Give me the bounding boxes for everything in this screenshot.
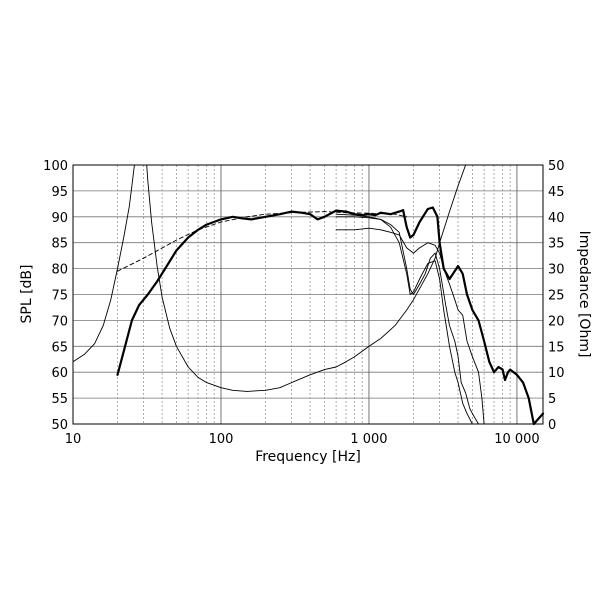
y-right-tick-label: 50 <box>548 159 565 174</box>
y-left-tick-label: 95 <box>51 185 68 200</box>
series-line-1 <box>116 206 545 426</box>
y-left-tick-label: 60 <box>51 366 68 381</box>
y-axis-right-title: Impedance [Ohm] <box>576 231 592 358</box>
series-line-6 <box>72 164 467 392</box>
x-tick-label: 10 <box>65 432 82 447</box>
series-group <box>72 164 545 426</box>
series-line-5 <box>335 213 473 425</box>
series-line-4 <box>335 216 479 425</box>
y-right-tick-label: 25 <box>548 289 565 304</box>
y-right-tick-label: 15 <box>548 340 565 355</box>
plot-frame <box>72 164 544 425</box>
x-tick-label: 10 000 <box>494 432 540 447</box>
y-left-tick-label: 65 <box>51 340 68 355</box>
series-line-2 <box>117 211 408 272</box>
y-right-tick-label: 0 <box>548 418 556 433</box>
x-tick-label: 1 000 <box>350 432 387 447</box>
y-left-tick-label: 80 <box>51 263 68 278</box>
y-axis-left-title: SPL [dB] <box>19 265 35 324</box>
y-left-tick-label: 55 <box>51 392 68 407</box>
y-left-tick-label: 85 <box>51 237 68 252</box>
tick-labels: 10 100 1 000 10 000 50 55 60 65 70 75 80 85 90 95 100 0… <box>43 159 564 447</box>
y-right-tick-label: 40 <box>548 211 565 226</box>
y-right-tick-label: 30 <box>548 263 565 278</box>
y-left-tick-label: 50 <box>51 418 68 433</box>
y-right-tick-label: 35 <box>548 237 565 252</box>
y-left-tick-label: 100 <box>43 159 68 174</box>
y-right-tick-label: 5 <box>548 392 556 407</box>
y-right-tick-label: 45 <box>548 185 565 200</box>
y-left-tick-label: 75 <box>51 289 68 304</box>
y-left-tick-label: 90 <box>51 211 68 226</box>
x-tick-label: 100 <box>209 432 234 447</box>
y-left-tick-label: 70 <box>51 314 68 329</box>
y-right-tick-label: 10 <box>548 366 565 381</box>
y-right-tick-label: 20 <box>548 314 565 329</box>
x-axis-title: Frequency [Hz] <box>255 449 361 465</box>
